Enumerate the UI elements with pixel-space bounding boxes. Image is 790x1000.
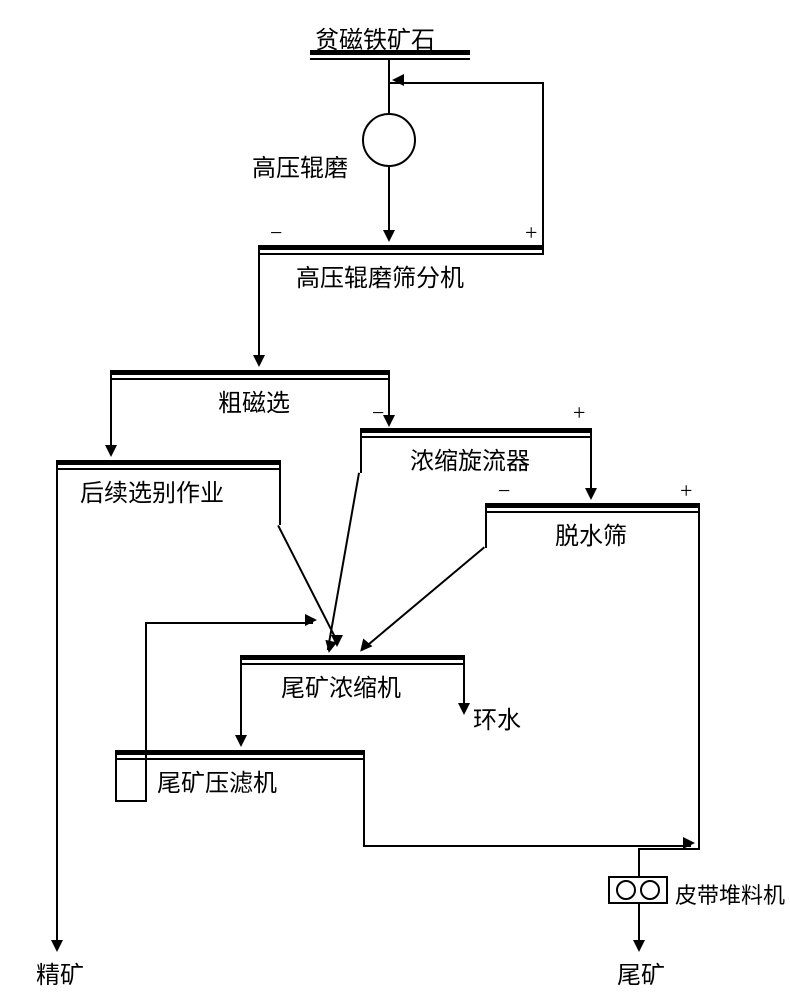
bar-thickener-top xyxy=(240,655,465,660)
belt-stacker-label: 皮带堆料机 xyxy=(675,878,785,910)
bar-screen-under xyxy=(258,253,544,255)
line-screen-down xyxy=(258,290,260,360)
rough-right-drop xyxy=(388,375,390,420)
tailings-thickener-label: 尾矿浓缩机 xyxy=(281,668,401,703)
bar-screen-top xyxy=(258,245,544,250)
filtrate-to-return xyxy=(145,755,147,802)
bar-dewater-top xyxy=(485,503,700,508)
funnel-diag-right xyxy=(327,473,360,651)
line-roller-down xyxy=(388,167,390,237)
filtrate-return-h xyxy=(145,622,313,624)
stacker-box-top xyxy=(608,876,668,878)
bar-ore-under xyxy=(310,58,470,60)
filter-right-drop xyxy=(363,755,365,845)
arrow-rough-left xyxy=(105,445,117,457)
line-ore-down xyxy=(388,60,390,115)
recycle-horiz xyxy=(390,82,544,84)
recycle-up xyxy=(542,82,544,252)
arrow-concentrate xyxy=(51,940,63,952)
stacker-wheel-1 xyxy=(616,880,636,900)
arrow-recycle xyxy=(392,74,404,86)
bar-subseq-top xyxy=(56,460,281,465)
stacker-box-l xyxy=(608,876,610,904)
subseq-left-drop xyxy=(56,465,58,945)
sign-minus-3: − xyxy=(498,478,510,504)
arrow-thickener-left xyxy=(235,735,247,747)
bar-filter-under xyxy=(115,758,365,760)
bar-ore-top xyxy=(310,50,470,55)
recycle-water-label: 环水 xyxy=(473,700,521,735)
sign-plus-2: + xyxy=(573,400,585,426)
arrow-cyclone-right xyxy=(585,488,597,500)
sign-minus-1: − xyxy=(270,220,282,246)
hp-screen-label: 高压辊磨筛分机 xyxy=(296,258,464,293)
sign-plus-3: + xyxy=(680,478,692,504)
dewater-minus-diag xyxy=(361,546,485,650)
concentrate-label: 精矿 xyxy=(36,955,84,990)
filter-cake-horiz xyxy=(363,845,691,847)
filter-left-drop xyxy=(115,755,117,802)
bar-filter-top xyxy=(115,750,365,755)
stacker-down xyxy=(638,904,640,944)
rough-mag-label: 粗磁选 xyxy=(218,383,290,418)
bar-thickener-under xyxy=(240,663,465,665)
funnel-left-stub xyxy=(279,465,281,525)
bar-dewater-under xyxy=(485,511,700,513)
arrow-screen-down xyxy=(253,355,265,367)
thickening-cyclone-label: 浓缩旋流器 xyxy=(410,441,530,476)
hp-roller-circle xyxy=(362,113,416,167)
arrow-funnel-right xyxy=(323,640,337,654)
stacker-in-v xyxy=(638,848,640,876)
bar-subseq-under xyxy=(56,468,281,470)
thickener-left-drop xyxy=(240,660,242,740)
arrow-stacker-down xyxy=(633,940,645,952)
dewater-screen-label: 脱水筛 xyxy=(555,516,627,551)
tailings-label: 尾矿 xyxy=(617,955,665,990)
screen-right-drop xyxy=(542,250,544,255)
dewater-left-drop xyxy=(485,508,487,548)
stacker-wheel-2 xyxy=(640,880,660,900)
filter-bottom-conn xyxy=(115,800,147,802)
subsequent-label: 后续选别作业 xyxy=(80,473,224,508)
rough-left-drop xyxy=(110,375,112,450)
dewater-to-stacker-h xyxy=(638,848,700,850)
hp-roller-label: 高压辊磨 xyxy=(252,148,348,183)
cyclone-right-drop xyxy=(590,433,592,493)
arrow-thickener-right xyxy=(458,703,470,715)
bar-rough-under xyxy=(110,378,390,380)
thickener-right-drop xyxy=(463,660,465,708)
bar-cyclone-under xyxy=(360,436,592,438)
tailings-filter-label: 尾矿压滤机 xyxy=(157,763,277,798)
sign-minus-2: − xyxy=(372,400,384,426)
arrow-filtrate-return xyxy=(305,614,317,626)
cyclone-left-drop xyxy=(360,433,362,473)
screen-left-drop xyxy=(258,250,260,290)
stacker-box-r xyxy=(666,876,668,904)
dewater-right-drop xyxy=(698,508,700,848)
bar-rough-top xyxy=(110,370,390,375)
sign-plus-1: + xyxy=(525,220,537,246)
arrow-roller-down xyxy=(383,230,395,242)
arrow-rough-right xyxy=(383,415,395,427)
bar-cyclone-top xyxy=(360,428,592,433)
